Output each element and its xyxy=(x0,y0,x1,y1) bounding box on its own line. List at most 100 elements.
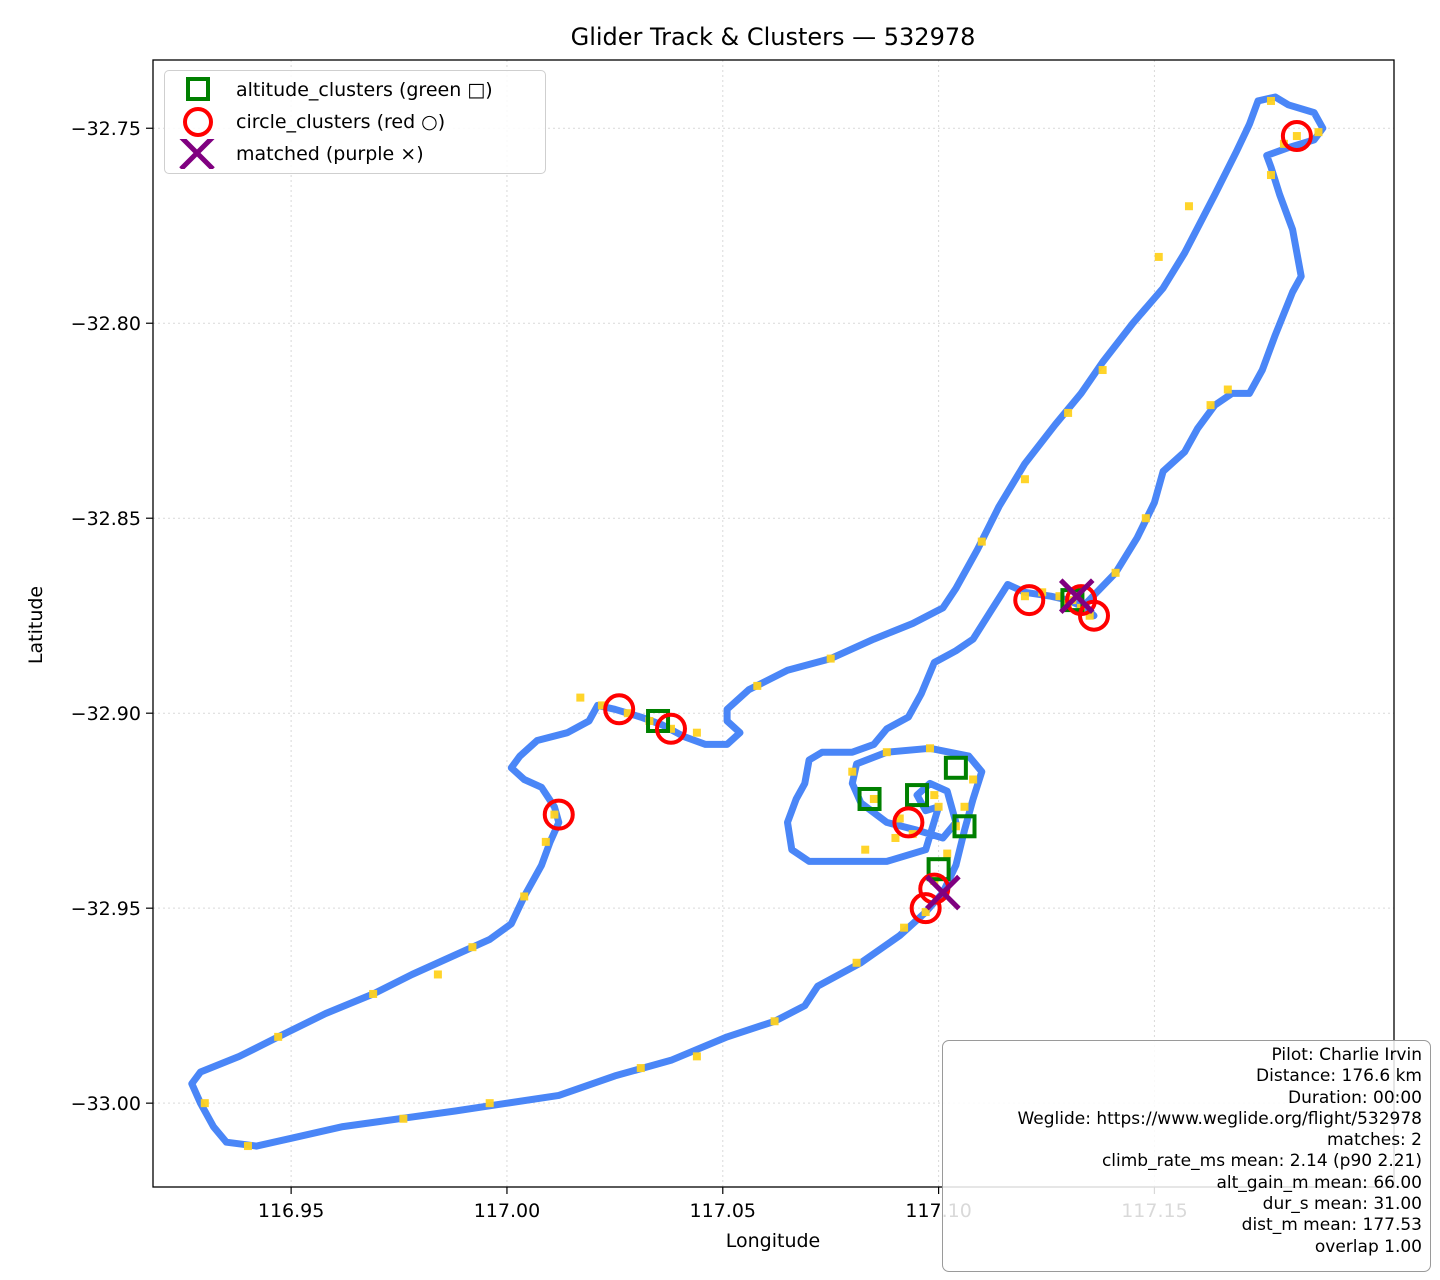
climb-fix-point xyxy=(399,1114,408,1123)
climb-fix-point xyxy=(1223,385,1232,394)
climb-fix-point xyxy=(943,849,952,858)
climb-fix-point xyxy=(243,1142,252,1151)
info-matches: matches: 2 xyxy=(1326,1130,1422,1151)
track-line xyxy=(188,93,1327,1150)
climb-fix-point xyxy=(485,1099,494,1108)
plot-frame xyxy=(152,59,1395,1188)
circle-cluster-marker xyxy=(1280,120,1313,153)
circle-cluster-marker xyxy=(909,892,942,925)
red-circle-icon xyxy=(183,107,213,137)
climb-fix-point xyxy=(468,943,477,952)
legend-label: matched (purple ×) xyxy=(236,143,424,165)
climb-fix-point xyxy=(1266,96,1275,105)
climb-fix-point xyxy=(1020,592,1029,601)
climb-fix-point xyxy=(960,802,969,811)
circle-cluster-marker xyxy=(1078,599,1111,632)
climb-fix-point xyxy=(274,1032,283,1041)
climb-fix-point xyxy=(900,923,909,932)
legend-item-matched: matched (purple ×) xyxy=(165,139,545,169)
climb-fix-point xyxy=(1020,475,1029,484)
info-overlap: overlap 1.00 xyxy=(1314,1236,1422,1257)
y-tick-label: −32.80 xyxy=(71,313,141,335)
climb-fix-point xyxy=(623,709,632,718)
info-climb-rate: climb_rate_ms mean: 2.14 (p90 2.21) xyxy=(1101,1151,1422,1172)
climb-fix-point xyxy=(692,1052,701,1061)
climb-fix-point xyxy=(921,908,930,917)
climb-fix-point xyxy=(597,701,606,710)
altitude-clusters xyxy=(646,588,1085,882)
circle-cluster-marker xyxy=(1013,584,1046,617)
climb-fix-point xyxy=(1072,588,1081,597)
climb-fix-point xyxy=(1064,408,1073,417)
climb-fix-point xyxy=(520,892,529,901)
info-alt-gain: alt_gain_m mean: 66.00 xyxy=(1216,1172,1423,1193)
climb-fix-point xyxy=(895,814,904,823)
chart-title: Glider Track & Clusters — 532978 xyxy=(571,23,976,51)
altitude-cluster-marker xyxy=(905,783,930,808)
y-tick-label: −32.95 xyxy=(71,898,141,920)
climb-fix-point xyxy=(550,810,559,819)
info-duration-mean: dur_s mean: 31.00 xyxy=(1262,1194,1422,1215)
climb-fix-point xyxy=(861,845,870,854)
circle-cluster-marker xyxy=(654,712,687,745)
climb-fix-point xyxy=(369,989,378,998)
circle-cluster-marker xyxy=(542,798,575,831)
info-duration: Duration: 00:00 xyxy=(1288,1087,1422,1108)
climb-fix-point xyxy=(1111,568,1120,577)
climb-fix-point xyxy=(852,958,861,967)
climb-fix-point xyxy=(934,802,943,811)
climb-fix-point xyxy=(1184,202,1193,211)
y-axis-ticks: −32.75 −32.80 −32.85 −32.90 −32.95 −33.00 xyxy=(71,118,153,1115)
climb-fix-point xyxy=(1085,611,1094,620)
climb-fix-point xyxy=(770,1017,779,1026)
flight-info-box: Pilot: Charlie Irvin Distance: 176.6 km … xyxy=(942,1040,1431,1272)
altitude-cluster-marker xyxy=(943,755,968,780)
flight-track xyxy=(188,93,1327,1150)
climb-fix-point xyxy=(666,724,675,733)
climb-fix-point xyxy=(1154,252,1163,261)
climb-fix-point xyxy=(1098,366,1107,375)
matched-marker xyxy=(1058,578,1095,614)
climb-fix-point xyxy=(882,748,891,757)
purple-x-icon xyxy=(179,139,215,169)
circle-cluster-marker xyxy=(892,806,925,839)
x-tick-label: 117.00 xyxy=(474,1200,540,1222)
y-tick-label: −33.00 xyxy=(71,1093,141,1115)
legend-label: circle_clusters (red ○) xyxy=(236,111,446,133)
climb-fix-point xyxy=(891,833,900,842)
climb-fix-point xyxy=(576,693,585,702)
info-weglide-link: Weglide: https://www.weglide.org/flight/… xyxy=(1017,1108,1422,1129)
climb-fix-point xyxy=(826,654,835,663)
altitude-cluster-marker xyxy=(857,786,882,811)
y-tick-label: −32.85 xyxy=(71,508,141,530)
info-distance: Distance: 176.6 km xyxy=(1256,1066,1422,1087)
circle-cluster-marker xyxy=(603,693,636,726)
climb-fix-point xyxy=(433,970,442,979)
y-tick-label: −32.90 xyxy=(71,703,141,725)
x-axis-label: Longitude xyxy=(726,1230,821,1252)
climb-fix-point xyxy=(692,728,701,737)
y-tick-label: −32.75 xyxy=(71,118,141,140)
climb-fix-point xyxy=(869,794,878,803)
climb-fix-point xyxy=(200,1099,209,1108)
y-axis-label: Latitude xyxy=(25,586,47,664)
matched-marker xyxy=(925,874,961,911)
green-square-icon xyxy=(186,77,210,101)
legend-item-altitude-clusters: altitude_clusters (green □) xyxy=(165,75,545,105)
climb-fix-point xyxy=(1266,171,1275,180)
climb-fix-point xyxy=(753,681,762,690)
info-pilot: Pilot: Charlie Irvin xyxy=(1271,1045,1422,1065)
climb-fix-point xyxy=(848,767,857,776)
climb-fix-point xyxy=(1206,401,1215,410)
legend-item-circle-clusters: circle_clusters (red ○) xyxy=(165,107,545,137)
altitude-cluster-marker xyxy=(926,857,951,882)
x-tick-label: 117.05 xyxy=(690,1200,756,1222)
climb-fix-point xyxy=(925,744,934,753)
legend-label: altitude_clusters (green □) xyxy=(236,79,493,101)
climb-fix-point xyxy=(1314,128,1323,137)
altitude-cluster-marker xyxy=(952,814,977,839)
matched-markers xyxy=(925,578,1095,911)
climb-fix-point xyxy=(1292,132,1301,141)
info-distance-mean: dist_m mean: 177.53 xyxy=(1241,1215,1422,1236)
climb-fix-point xyxy=(636,1064,645,1073)
